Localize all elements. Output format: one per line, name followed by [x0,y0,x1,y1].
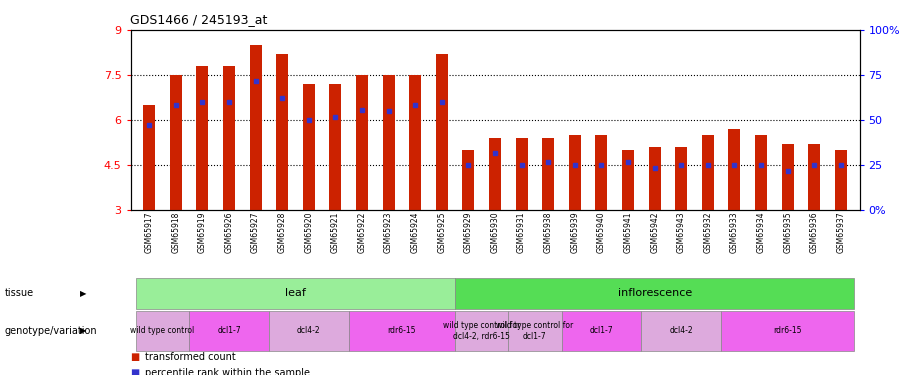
Bar [329,84,341,210]
Text: dcl4-2: dcl4-2 [297,326,320,335]
Bar [782,144,794,210]
Bar [249,45,262,210]
Bar [542,138,554,210]
Bar [223,66,235,210]
Text: inflorescence: inflorescence [617,288,692,298]
Bar [196,66,208,210]
Bar [302,84,315,210]
Bar [569,135,580,210]
Text: ▶: ▶ [80,326,87,335]
Text: transformed count: transformed count [145,352,236,362]
Text: wild type control for
dcl4-2, rdr6-15: wild type control for dcl4-2, rdr6-15 [443,321,520,340]
Bar [835,150,847,210]
Bar [675,147,688,210]
Text: dcl4-2: dcl4-2 [670,326,693,335]
Bar [489,138,501,210]
Bar [382,75,394,210]
Text: rdr6-15: rdr6-15 [773,326,802,335]
Bar [728,129,741,210]
Text: wild type control for
dcl1-7: wild type control for dcl1-7 [496,321,573,340]
Bar [516,138,527,210]
Text: tissue: tissue [4,288,33,298]
Bar [143,105,155,210]
Bar [170,75,182,210]
Bar [436,54,448,210]
Text: percentile rank within the sample: percentile rank within the sample [145,368,310,375]
Bar [808,144,820,210]
Text: ■: ■ [130,368,140,375]
Bar [755,135,767,210]
Text: ▶: ▶ [80,289,87,298]
Bar [596,135,608,210]
Bar [410,75,421,210]
Text: genotype/variation: genotype/variation [4,326,97,336]
Bar [356,75,368,210]
Bar [649,147,661,210]
Text: ■: ■ [130,352,140,362]
Text: rdr6-15: rdr6-15 [388,326,416,335]
Text: GDS1466 / 245193_at: GDS1466 / 245193_at [130,13,268,26]
Bar [276,54,288,210]
Bar [702,135,714,210]
Text: leaf: leaf [285,288,306,298]
Bar [463,150,474,210]
Bar [622,150,634,210]
Text: wild type control: wild type control [130,326,194,335]
Text: dcl1-7: dcl1-7 [217,326,241,335]
Text: dcl1-7: dcl1-7 [590,326,613,335]
